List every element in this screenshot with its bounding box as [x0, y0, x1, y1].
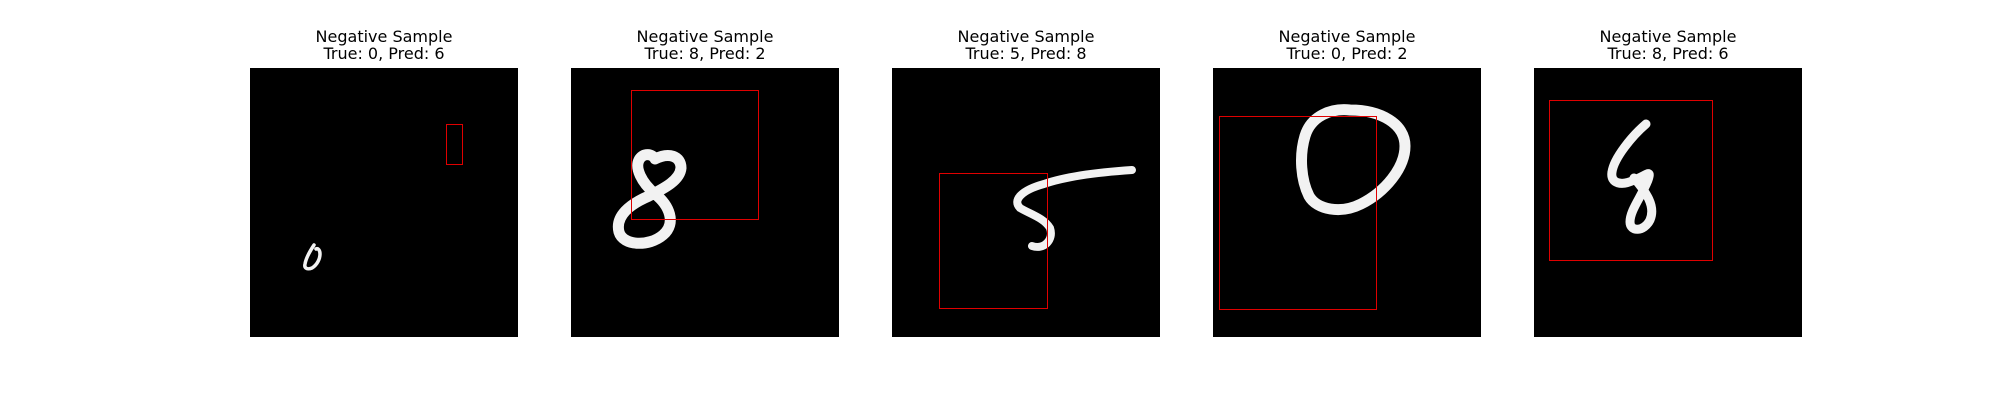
- sample-caption: True: 5, Pred: 8: [965, 44, 1087, 63]
- digit-image: [571, 68, 839, 337]
- sample-title: Negative Sample True: 8, Pred: 6: [1494, 28, 1842, 62]
- sample-caption: True: 0, Pred: 6: [323, 44, 445, 63]
- digit-image: [250, 68, 518, 337]
- sample-heading: Negative Sample: [636, 27, 774, 46]
- sample-panel-1: Negative Sample True: 0, Pred: 6: [250, 0, 518, 400]
- digit-image: [892, 68, 1160, 337]
- sample-caption: True: 8, Pred: 6: [1607, 44, 1729, 63]
- prediction-box: [939, 173, 1048, 309]
- sample-title: Negative Sample True: 8, Pred: 2: [531, 28, 879, 62]
- prediction-box: [1549, 100, 1713, 261]
- sample-panel-5: Negative Sample True: 8, Pred: 6: [1534, 0, 1802, 400]
- digit-image: [1534, 68, 1802, 337]
- prediction-box: [446, 124, 463, 165]
- sample-title: Negative Sample True: 5, Pred: 8: [852, 28, 1200, 62]
- sample-heading: Negative Sample: [957, 27, 1095, 46]
- sample-title: Negative Sample True: 0, Pred: 6: [210, 28, 558, 62]
- sample-title: Negative Sample True: 0, Pred: 2: [1173, 28, 1521, 62]
- sample-caption: True: 0, Pred: 2: [1286, 44, 1408, 63]
- digit-glyph: [1607, 119, 1657, 234]
- digit-glyph: [612, 149, 687, 249]
- sample-heading: Negative Sample: [1599, 27, 1737, 46]
- prediction-box: [1219, 116, 1377, 310]
- sample-panel-2: Negative Sample True: 8, Pred: 2: [571, 0, 839, 400]
- digit-image: [1213, 68, 1481, 337]
- digit-glyph: [1013, 166, 1136, 251]
- digit-glyph: [1296, 104, 1411, 216]
- sample-caption: True: 8, Pred: 2: [644, 44, 766, 63]
- prediction-box: [631, 90, 759, 220]
- sample-heading: Negative Sample: [1278, 27, 1416, 46]
- sample-panel-4: Negative Sample True: 0, Pred: 2: [1213, 0, 1481, 400]
- sample-panel-3: Negative Sample True: 5, Pred: 8: [892, 0, 1160, 400]
- digit-glyph: [303, 243, 322, 271]
- sample-heading: Negative Sample: [315, 27, 453, 46]
